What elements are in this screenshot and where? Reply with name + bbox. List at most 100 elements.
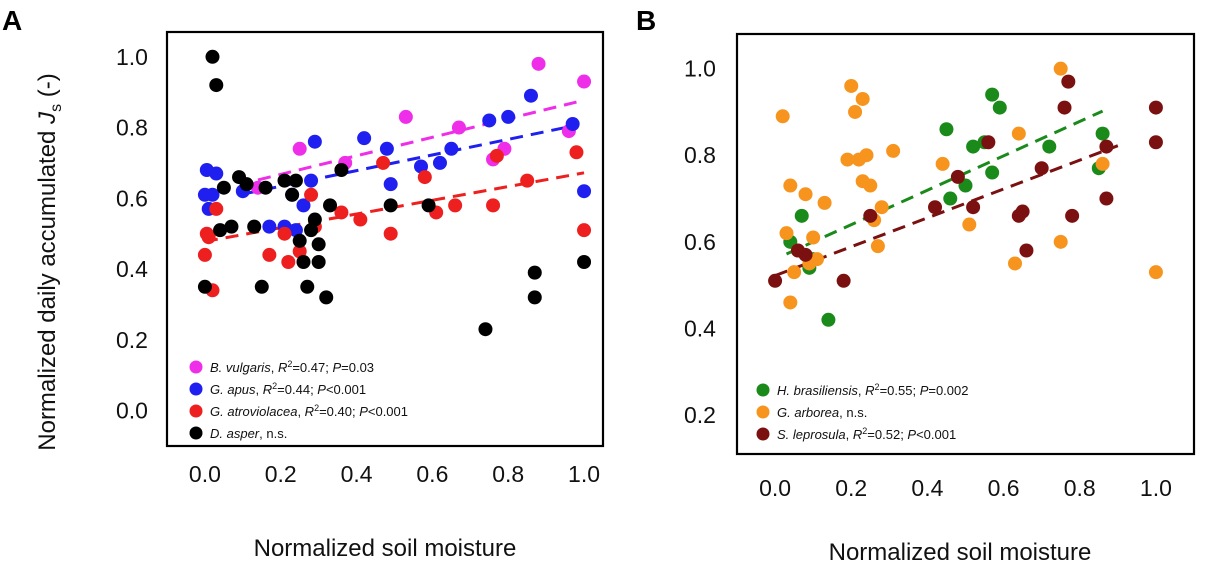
panel-a-point-d-asper <box>323 198 338 213</box>
panel-a-point-d-asper <box>319 290 334 305</box>
panel-b-point-h-brasiliensis <box>1042 139 1057 154</box>
panel-b-points <box>768 61 1163 327</box>
panel-b-y-tick-label: 1.0 <box>684 56 716 82</box>
panel-a-point-g-apus <box>379 141 394 156</box>
panel-a-fit-line-g-apus <box>242 125 570 196</box>
panel-a-point-d-asper <box>527 290 542 305</box>
panel-a-point-d-asper <box>205 49 220 64</box>
panel-a-y-tick-label: 0.8 <box>116 115 148 141</box>
panel-b-point-g-arborea <box>870 239 885 254</box>
panel-b-point-g-arborea <box>840 152 855 167</box>
panel-a-point-d-asper <box>300 279 315 294</box>
panel-b-point-g-arborea <box>783 295 798 310</box>
panel-a-point-g-atroviolacea <box>577 223 592 238</box>
panel-a-legend: B. vulgaris, R2=0.47; P=0.03 G. apus, R2=… <box>189 359 408 441</box>
panel-a-point-g-atroviolacea <box>292 244 307 259</box>
panel-b-x-tick-label: 0.4 <box>911 475 943 501</box>
panel-b-x-tick-label: 0.6 <box>988 475 1020 501</box>
panel-b-fit-line-s-leprosula <box>774 144 1119 278</box>
panel-b-x-tick-label: 0.2 <box>835 475 867 501</box>
panel-b-legend-marker-s-leprosula <box>756 427 770 441</box>
panel-a-legend-label-g-atroviolacea: G. atroviolacea, R2=0.40; P<0.001 <box>210 403 408 419</box>
panel-a-point-d-asper <box>311 255 326 269</box>
panel-b-letter: B <box>636 5 656 36</box>
panel-b-point-h-brasiliensis <box>943 191 958 206</box>
panel-a-legend-marker-d-asper <box>189 426 203 440</box>
y-title-unit: (-) <box>34 73 61 104</box>
panel-b-y-tick-label: 0.4 <box>684 315 716 341</box>
panel-a-point-d-asper <box>258 180 273 195</box>
panel-a-point-d-asper <box>285 187 300 202</box>
panel-a-x-tick-label: 0.4 <box>341 461 373 487</box>
panel-b-legend-label-h-brasiliensis: H. brasiliensis, R2=0.55; P=0.002 <box>777 382 968 398</box>
panel-b-point-h-brasiliensis <box>1095 126 1110 141</box>
panel-b-point-h-brasiliensis <box>794 208 809 223</box>
panel-a-point-g-atroviolacea <box>209 201 224 216</box>
panel-a-legend-marker-g-apus <box>189 382 203 396</box>
panel-b-y-tick-label: 0.6 <box>684 229 716 255</box>
panel-b-point-g-arborea <box>1148 265 1163 280</box>
panel-b-point-s-leprosula <box>950 169 965 184</box>
panel-a-point-g-apus <box>444 141 459 156</box>
panel-a-letter: A <box>2 5 22 36</box>
panel-a-point-d-asper <box>239 177 254 192</box>
panel-b-point-g-arborea <box>962 217 977 232</box>
y-title-var: J <box>34 111 61 125</box>
panel-a-legend-label-b-vulgaris: B. vulgaris, R2=0.47; P=0.03 <box>210 359 374 375</box>
panel-b-legend-marker-h-brasiliensis <box>756 383 770 397</box>
panel-a-point-g-atroviolacea <box>383 226 398 241</box>
panel-a-point-g-apus <box>209 166 224 181</box>
panel-b-point-s-leprosula <box>1099 191 1114 206</box>
panel-b-point-g-arborea <box>787 265 802 280</box>
panel-a-point-g-apus <box>383 177 398 192</box>
panel-a-point-g-apus <box>205 187 220 202</box>
panel-a-point-b-vulgaris <box>292 141 307 156</box>
panel-b-point-s-leprosula <box>1148 100 1163 115</box>
panel-a-y-tick-label: 0.0 <box>116 398 148 424</box>
panel-b-point-g-arborea <box>783 178 798 193</box>
panel-b-point-g-arborea <box>844 78 859 93</box>
panel-b-point-g-arborea <box>1095 156 1110 171</box>
panel-a-point-b-vulgaris <box>577 74 592 89</box>
panel-a-x-tick-label: 0.0 <box>189 461 221 487</box>
panel-a-point-b-vulgaris <box>531 56 546 71</box>
panel-b-point-h-brasiliensis <box>821 312 836 327</box>
panel-a-point-d-asper <box>213 223 228 238</box>
panel-b: B 0.0 0.2 0.4 0.6 0.8 1.0 0.2 0.4 0.6 0.8 1.0 H. b… <box>636 5 1196 566</box>
panel-a-point-d-asper <box>577 255 592 269</box>
panel-a-point-g-atroviolacea <box>201 230 216 245</box>
panel-a-point-d-asper <box>216 180 231 195</box>
panel-a-x-tick-label: 0.8 <box>492 461 524 487</box>
panel-b-point-g-arborea <box>935 156 950 171</box>
panel-a-point-d-asper <box>307 212 322 227</box>
panel-b-legend-label-s-leprosula: S. leprosula, R2=0.52; P<0.001 <box>777 426 956 442</box>
panel-a-point-g-atroviolacea <box>281 255 296 269</box>
panel-b-point-s-leprosula <box>836 273 851 288</box>
panel-a-y-tick-label: 0.6 <box>116 185 148 211</box>
panel-b-point-h-brasiliensis <box>939 122 954 137</box>
panel-b-point-s-leprosula <box>981 135 996 150</box>
panel-b-point-s-leprosula <box>1019 243 1034 258</box>
panel-a-x-tick-label: 0.6 <box>416 461 448 487</box>
panel-b-x-tick-label: 0.8 <box>1064 475 1096 501</box>
panel-b-x-tick-label: 0.0 <box>759 475 791 501</box>
panel-b-point-g-arborea <box>798 187 813 202</box>
panel-b-point-g-arborea <box>874 200 889 215</box>
panel-a-point-d-asper <box>277 173 292 188</box>
y-title-sub: s <box>48 104 65 112</box>
panel-a-x-tick-label: 1.0 <box>568 461 600 487</box>
panel-b-x-tick-label: 1.0 <box>1140 475 1172 501</box>
panel-a-point-g-atroviolacea <box>304 187 319 202</box>
panel-a-point-d-asper <box>478 322 493 337</box>
panel-a: A 0.0 0.2 0.4 0.6 0.8 1.0 0.0 0.2 0.4 0.6 0.8 1.0 B… <box>2 5 605 562</box>
panel-a-point-d-asper <box>421 198 436 213</box>
panel-b-point-s-leprosula <box>1057 100 1072 115</box>
panel-b-point-h-brasiliensis <box>992 100 1007 115</box>
panel-a-point-g-atroviolacea <box>353 212 368 227</box>
panel-a-point-g-apus <box>307 134 322 149</box>
panel-b-legend: H. brasiliensis, R2=0.55; P=0.002 G. arbo… <box>756 382 968 442</box>
panel-a-point-d-asper <box>209 78 224 93</box>
panel-b-x-axis-title: Normalized soil moisture <box>829 539 1092 566</box>
panel-a-point-g-apus <box>523 88 538 103</box>
